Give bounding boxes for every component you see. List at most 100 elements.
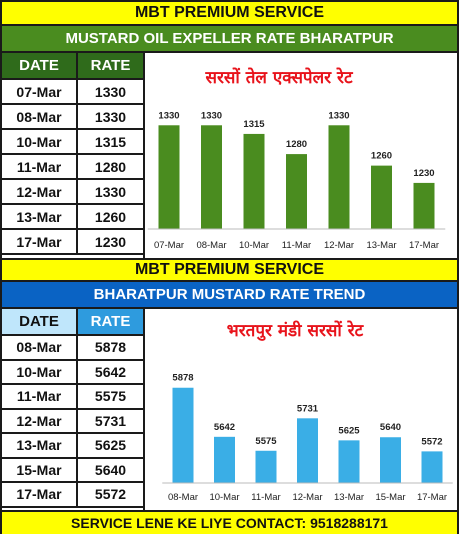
data-label: 1260 bbox=[371, 151, 392, 162]
footer-contact: SERVICE LENE KE LIYE CONTACT: 9518288171 bbox=[2, 510, 457, 534]
x-tick-label: 11-Mar bbox=[251, 492, 280, 503]
date-column-header: DATE bbox=[2, 309, 78, 334]
chart-title: सरसों तेल एक्सपेलर रेट bbox=[204, 67, 353, 88]
table-row: 11-Mar 1280 bbox=[2, 155, 143, 180]
table-row: 17-Mar 1230 bbox=[2, 230, 143, 255]
bar-13-mar bbox=[371, 165, 392, 229]
date-cell: 17-Mar bbox=[2, 483, 78, 506]
table-row: 12-Mar 1330 bbox=[2, 180, 143, 205]
date-cell: 13-Mar bbox=[2, 205, 78, 228]
table-row: 13-Mar 5625 bbox=[2, 434, 143, 459]
x-tick-label: 08-Mar bbox=[168, 492, 198, 503]
data-label: 1330 bbox=[201, 110, 222, 121]
date-cell: 08-Mar bbox=[2, 336, 78, 359]
data-label: 5642 bbox=[214, 422, 235, 433]
date-cell: 10-Mar bbox=[2, 130, 78, 153]
data-label: 1315 bbox=[243, 119, 265, 130]
rate-cell: 5572 bbox=[94, 486, 127, 503]
rate-cell: 5640 bbox=[94, 461, 127, 478]
chart-title: भरतपुर मंडी सरसों रेट bbox=[227, 320, 365, 341]
x-tick-label: 07-Mar bbox=[154, 240, 184, 251]
table-header-row: DATE RATE bbox=[2, 53, 143, 80]
x-tick-label: 13-Mar bbox=[334, 492, 364, 503]
date-cell: 10-Mar bbox=[2, 360, 78, 383]
table-row: 15-Mar 5640 bbox=[2, 458, 143, 483]
data-label: 1330 bbox=[158, 110, 179, 121]
x-tick-label: 12-Mar bbox=[324, 240, 354, 251]
table-row: 13-Mar 1260 bbox=[2, 205, 143, 230]
data-label: 5625 bbox=[338, 425, 360, 436]
date-cell: 11-Mar bbox=[2, 385, 78, 408]
x-tick-label: 15-Mar bbox=[375, 492, 405, 503]
bar-15-mar bbox=[380, 437, 401, 483]
rate-cell: 1280 bbox=[94, 158, 127, 175]
x-tick-label: 11-Mar bbox=[282, 240, 311, 251]
data-label: 5572 bbox=[421, 436, 442, 447]
header-top: MBT PREMIUM SERVICE bbox=[2, 2, 457, 26]
date-cell: 17-Mar bbox=[2, 230, 78, 253]
bar-08-mar bbox=[201, 125, 222, 229]
expeller-rate-table: DATE RATE 07-Mar 1330 08-Mar 1330 10-Mar 1315… bbox=[2, 53, 145, 258]
rate-cell: 5878 bbox=[94, 339, 127, 356]
table-row: 08-Mar 1330 bbox=[2, 105, 143, 130]
rate-cell: 1230 bbox=[94, 233, 127, 250]
date-cell: 15-Mar bbox=[2, 458, 78, 481]
bar-12-mar bbox=[328, 125, 350, 229]
date-cell: 12-Mar bbox=[2, 180, 78, 203]
bar-10-mar bbox=[214, 436, 235, 483]
bar-11-mar bbox=[255, 450, 277, 483]
expeller-rate-chart: सरसों तेल एक्सपेलर रेट 1330 07-Mar 1330 08-… bbox=[147, 67, 446, 251]
mustard-rate-table: DATE RATE 08-Mar 5878 10-Mar 5642 11-Mar 5575… bbox=[2, 309, 145, 510]
x-tick-label: 10-Mar bbox=[239, 240, 269, 251]
bar-17-mar bbox=[421, 451, 443, 483]
date-cell: 08-Mar bbox=[2, 105, 78, 128]
bar-13-mar bbox=[338, 440, 360, 483]
rate-cell: 5625 bbox=[94, 437, 127, 454]
date-cell: 12-Mar bbox=[2, 409, 78, 432]
data-label: 1280 bbox=[286, 139, 307, 150]
bar-12-mar bbox=[297, 418, 318, 483]
rate-column-header: RATE bbox=[90, 313, 131, 330]
rate-cell: 5575 bbox=[94, 388, 127, 405]
x-tick-label: 12-Mar bbox=[292, 492, 322, 503]
data-label: 1230 bbox=[413, 168, 434, 179]
data-label: 5575 bbox=[255, 436, 277, 447]
bar-10-mar bbox=[243, 133, 265, 229]
date-column-header: DATE bbox=[2, 53, 78, 78]
date-cell: 11-Mar bbox=[2, 155, 78, 178]
rate-cell: 5642 bbox=[94, 363, 127, 380]
data-label: 1330 bbox=[328, 110, 349, 121]
bar-08-mar bbox=[172, 387, 194, 483]
rate-cell: 1315 bbox=[94, 133, 127, 150]
data-label: 5878 bbox=[172, 373, 193, 384]
mustard-rate-chart: भरतपुर मंडी सरसों रेट 5878 08-Mar 5642 10-M… bbox=[162, 320, 453, 503]
table-row: 10-Mar 1315 bbox=[2, 130, 143, 155]
rate-column-header: RATE bbox=[90, 57, 131, 74]
table-row: 08-Mar 5878 bbox=[2, 336, 143, 361]
data-label: 5731 bbox=[297, 403, 319, 414]
rate-cell: 1330 bbox=[94, 108, 127, 125]
table-row: 10-Mar 5642 bbox=[2, 360, 143, 385]
x-tick-label: 17-Mar bbox=[417, 492, 447, 503]
date-cell: 07-Mar bbox=[2, 80, 78, 103]
table-row: 07-Mar 1330 bbox=[2, 80, 143, 105]
date-cell: 13-Mar bbox=[2, 434, 78, 457]
header-middle: MBT PREMIUM SERVICE bbox=[2, 258, 457, 282]
subheader-expeller: MUSTARD OIL EXPELLER RATE BHARATPUR bbox=[2, 26, 457, 53]
bar-17-mar bbox=[413, 182, 435, 229]
bar-11-mar bbox=[286, 154, 307, 229]
data-label: 5640 bbox=[380, 422, 401, 433]
subheader-mustard-trend: BHARATPUR MUSTARD RATE TREND bbox=[2, 282, 457, 309]
rate-cell: 1330 bbox=[94, 83, 127, 100]
rate-cell: 5731 bbox=[94, 412, 127, 429]
rate-cell: 1330 bbox=[94, 183, 127, 200]
x-tick-label: 13-Mar bbox=[366, 240, 396, 251]
table-header-row: DATE RATE bbox=[2, 309, 143, 336]
bar-07-mar bbox=[158, 125, 180, 229]
x-tick-label: 08-Mar bbox=[196, 240, 226, 251]
x-tick-label: 10-Mar bbox=[209, 492, 239, 503]
table-row: 17-Mar 5572 bbox=[2, 483, 143, 508]
rate-cell: 1260 bbox=[94, 208, 127, 225]
table-row: 11-Mar 5575 bbox=[2, 385, 143, 410]
